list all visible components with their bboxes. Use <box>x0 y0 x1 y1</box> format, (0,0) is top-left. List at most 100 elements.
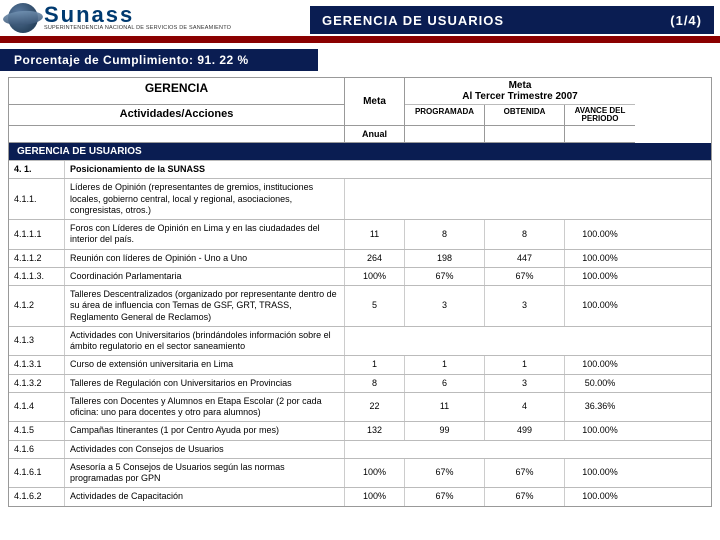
row-id: 4. 1. <box>9 161 65 178</box>
cell-anual: 264 <box>345 250 405 267</box>
row-label: Curso de extensión universitaria en Lima <box>65 356 345 373</box>
table-row: 4.1.6.1Asesoría a 5 Consejos de Usuarios… <box>9 458 711 488</box>
row-label: Reunión con líderes de Opinión - Uno a U… <box>65 250 345 267</box>
data-table: GERENCIA Meta Meta Al Tercer Trimestre 2… <box>8 77 712 507</box>
row-id: 4.1.2 <box>9 286 65 326</box>
cell-av: 100.00% <box>565 422 635 439</box>
cell-prog: 67% <box>405 459 485 488</box>
row-label: Asesoría a 5 Consejos de Usuarios según … <box>65 459 345 488</box>
cell-anual: 22 <box>345 393 405 422</box>
row-label: Talleres Descentralizados (organizado po… <box>65 286 345 326</box>
cell-anual: 11 <box>345 220 405 249</box>
row-id: 4.1.1.2 <box>9 250 65 267</box>
compliance-badge: Porcentaje de Cumplimiento: 91. 22 % <box>0 49 318 71</box>
hdr-programada: PROGRAMADA <box>405 105 485 126</box>
row-label: Líderes de Opinión (representantes de gr… <box>65 179 345 219</box>
cell-prog: 1 <box>405 356 485 373</box>
header-title: GERENCIA DE USUARIOS <box>322 13 504 28</box>
row-label: Campañas Itinerantes (1 por Centro Ayuda… <box>65 422 345 439</box>
cell-prog: 67% <box>405 488 485 505</box>
row-id: 4.1.1.3. <box>9 268 65 285</box>
header-title-bar: GERENCIA DE USUARIOS (1/4) <box>310 6 714 34</box>
cell-av: 100.00% <box>565 286 635 326</box>
row-label: Foros con Líderes de Opinión en Lima y e… <box>65 220 345 249</box>
table-row: 4.1.1.1Foros con Líderes de Opinión en L… <box>9 219 711 249</box>
cell-av: 100.00% <box>565 459 635 488</box>
row-label: Posicionamiento de la SUNASS <box>65 161 635 178</box>
logo-subtitle: SUPERINTENDENCIA NACIONAL DE SERVICIOS D… <box>44 25 231 31</box>
cell-obt: 499 <box>485 422 565 439</box>
cell-av: 100.00% <box>565 356 635 373</box>
table-row: 4.1.1.2Reunión con líderes de Opinión - … <box>9 249 711 267</box>
row-id: 4.1.5 <box>9 422 65 439</box>
section-band: GERENCIA DE USUARIOS <box>9 143 711 160</box>
cell-prog: 11 <box>405 393 485 422</box>
sub-bar: Porcentaje de Cumplimiento: 91. 22 % <box>0 49 720 71</box>
cell-prog: 67% <box>405 268 485 285</box>
row-label: Talleres con Docentes y Alumnos en Etapa… <box>65 393 345 422</box>
table-body: 4. 1.Posicionamiento de la SUNASS4.1.1.L… <box>9 160 711 506</box>
row-id: 4.1.6 <box>9 441 65 458</box>
logo-brand: Sunass <box>44 5 231 25</box>
row-id: 4.1.4 <box>9 393 65 422</box>
cell-anual: 8 <box>345 375 405 392</box>
table-row: 4.1.6.2Actividades de Capacitación100%67… <box>9 487 711 505</box>
divider <box>0 38 720 43</box>
row-id: 4.1.6.1 <box>9 459 65 488</box>
cell-av: 100.00% <box>565 220 635 249</box>
cell-obt: 3 <box>485 286 565 326</box>
hdr-meta: Meta <box>345 78 405 126</box>
table-row: 4. 1.Posicionamiento de la SUNASS <box>9 160 711 178</box>
logo: Sunass SUPERINTENDENCIA NACIONAL DE SERV… <box>0 3 300 33</box>
cell-obt: 447 <box>485 250 565 267</box>
hdr-avance: AVANCE DEL PERIODO <box>565 105 635 126</box>
row-label: Actividades de Capacitación <box>65 488 345 505</box>
cell-obt: 3 <box>485 375 565 392</box>
row-label: Actividades con Universitarios (brindánd… <box>65 327 345 356</box>
cell-obt: 4 <box>485 393 565 422</box>
table-row: 4.1.5Campañas Itinerantes (1 por Centro … <box>9 421 711 439</box>
table-header: GERENCIA Meta Meta Al Tercer Trimestre 2… <box>9 78 711 126</box>
cell-obt: 1 <box>485 356 565 373</box>
cell-av: 100.00% <box>565 268 635 285</box>
cell-prog: 198 <box>405 250 485 267</box>
cell-anual: 132 <box>345 422 405 439</box>
cell-anual: 100% <box>345 488 405 505</box>
row-label: Talleres de Regulación con Universitario… <box>65 375 345 392</box>
cell-obt: 67% <box>485 268 565 285</box>
row-id: 4.1.3 <box>9 327 65 356</box>
table-row: 4.1.3.1Curso de extensión universitaria … <box>9 355 711 373</box>
row-id: 4.1.1. <box>9 179 65 219</box>
cell-anual: 100% <box>345 268 405 285</box>
row-id: 4.1.3.2 <box>9 375 65 392</box>
table-row: 4.1.4Talleres con Docentes y Alumnos en … <box>9 392 711 422</box>
row-id: 4.1.6.2 <box>9 488 65 505</box>
cell-av: 36.36% <box>565 393 635 422</box>
row-id: 4.1.3.1 <box>9 356 65 373</box>
cell-av: 50.00% <box>565 375 635 392</box>
table-row: 4.1.2Talleres Descentralizados (organiza… <box>9 285 711 326</box>
table-subheader: Anual <box>9 126 711 143</box>
cell-av: 100.00% <box>565 488 635 505</box>
cell-obt: 67% <box>485 488 565 505</box>
logo-icon <box>8 3 38 33</box>
cell-anual: 5 <box>345 286 405 326</box>
top-bar: Sunass SUPERINTENDENCIA NACIONAL DE SERV… <box>0 0 720 38</box>
cell-anual: 100% <box>345 459 405 488</box>
table-row: 4.1.3Actividades con Universitarios (bri… <box>9 326 711 356</box>
cell-av: 100.00% <box>565 250 635 267</box>
cell-prog: 8 <box>405 220 485 249</box>
hdr-meta-trim: Meta Al Tercer Trimestre 2007 <box>405 78 635 105</box>
table-row: 4.1.6Actividades con Consejos de Usuario… <box>9 440 711 458</box>
cell-prog: 6 <box>405 375 485 392</box>
row-label: Coordinación Parlamentaria <box>65 268 345 285</box>
table-row: 4.1.3.2Talleres de Regulación con Univer… <box>9 374 711 392</box>
row-label: Actividades con Consejos de Usuarios <box>65 441 345 458</box>
hdr-gerencia: GERENCIA <box>9 78 345 105</box>
cell-obt: 8 <box>485 220 565 249</box>
cell-prog: 3 <box>405 286 485 326</box>
cell-obt: 67% <box>485 459 565 488</box>
cell-anual: 1 <box>345 356 405 373</box>
hdr-actividades: Actividades/Acciones <box>9 105 345 126</box>
table-row: 4.1.1.Líderes de Opinión (representantes… <box>9 178 711 219</box>
